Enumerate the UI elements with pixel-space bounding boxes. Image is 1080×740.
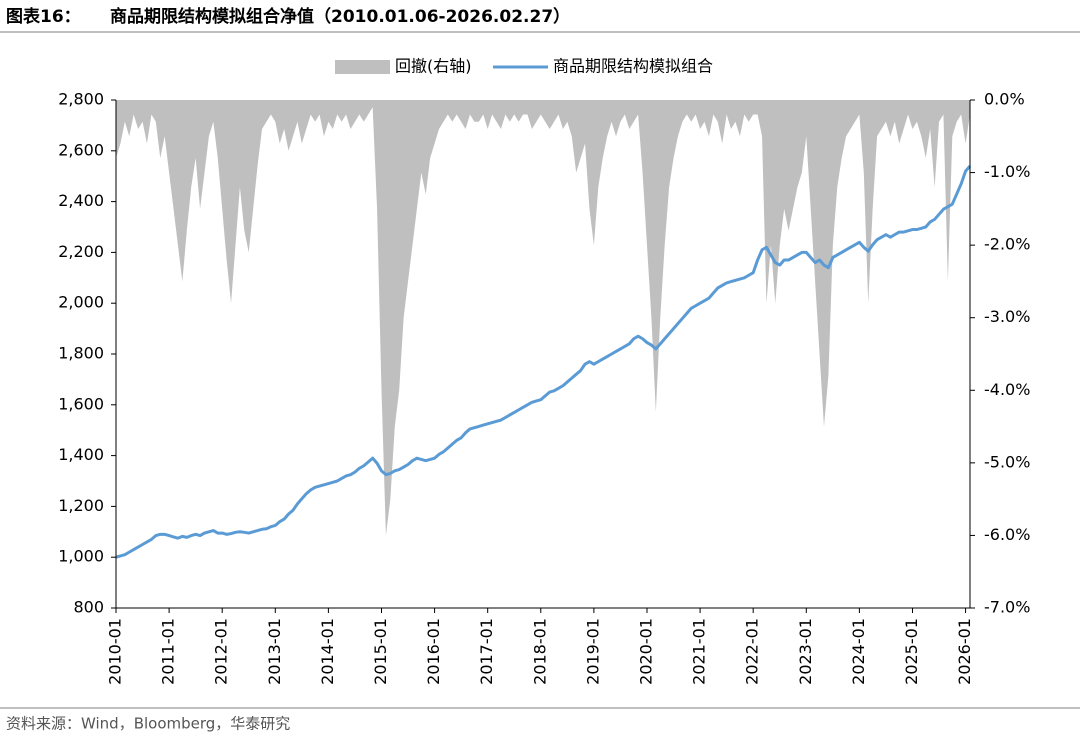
x-tick-label: 2012-01 bbox=[212, 618, 231, 685]
source: 资料来源：Wind，Bloomberg，华泰研究 bbox=[6, 715, 290, 733]
x-tick-label: 2023-01 bbox=[796, 618, 815, 685]
x-tick-label: 2021-01 bbox=[690, 618, 709, 685]
y-tick-label: 2,600 bbox=[58, 140, 104, 159]
y2-tick-label: 0.0% bbox=[984, 90, 1025, 109]
x-tick-label: 2026-01 bbox=[955, 618, 974, 685]
legend-label: 回撤(右轴) bbox=[395, 57, 472, 76]
x-tick-label: 2011-01 bbox=[159, 618, 178, 685]
y2-tick-label: -4.0% bbox=[984, 380, 1030, 399]
x-tick-label: 2010-01 bbox=[106, 618, 125, 685]
y-tick-label: 1,200 bbox=[58, 496, 104, 515]
legend-swatch bbox=[335, 60, 390, 74]
y-tick-label: 2,800 bbox=[58, 90, 104, 109]
y2-tick-label: -6.0% bbox=[984, 525, 1030, 544]
x-tick-label: 2014-01 bbox=[318, 618, 337, 685]
y-tick-label: 800 bbox=[73, 598, 104, 617]
x-tick-label: 2022-01 bbox=[743, 618, 762, 685]
chart-title-label: 图表16： bbox=[6, 6, 81, 27]
x-tick-label: 2025-01 bbox=[902, 618, 921, 685]
y2-tick-label: -2.0% bbox=[984, 235, 1030, 254]
y2-tick-label: -5.0% bbox=[984, 452, 1030, 471]
x-tick-label: 2019-01 bbox=[583, 618, 602, 685]
y-tick-label: 1,400 bbox=[58, 445, 104, 464]
x-tick-label: 2015-01 bbox=[371, 618, 390, 685]
y-tick-label: 1,800 bbox=[58, 344, 104, 363]
drawdown-area bbox=[116, 100, 970, 536]
y2-tick-label: -1.0% bbox=[984, 162, 1030, 181]
nav-line bbox=[115, 165, 972, 559]
y2-tick-label: -3.0% bbox=[984, 307, 1030, 326]
legend-label: 商品期限结构模拟组合 bbox=[553, 57, 713, 76]
y-tick-label: 2,400 bbox=[58, 191, 104, 210]
x-tick-label: 2020-01 bbox=[636, 618, 655, 685]
y2-tick-label: -7.0% bbox=[984, 598, 1030, 617]
y-tick-label: 2,000 bbox=[58, 293, 104, 312]
y-tick-label: 2,200 bbox=[58, 242, 104, 261]
y-tick-label: 1,600 bbox=[58, 394, 104, 413]
x-tick-label: 2016-01 bbox=[424, 618, 443, 685]
chart-title: 商品期限结构模拟组合净值（2010.01.06-2026.02.27） bbox=[110, 6, 570, 27]
x-tick-label: 2017-01 bbox=[477, 618, 496, 685]
y-tick-label: 1,000 bbox=[58, 547, 104, 566]
x-tick-label: 2018-01 bbox=[530, 618, 549, 685]
x-tick-label: 2024-01 bbox=[849, 618, 868, 685]
x-tick-label: 2013-01 bbox=[265, 618, 284, 685]
